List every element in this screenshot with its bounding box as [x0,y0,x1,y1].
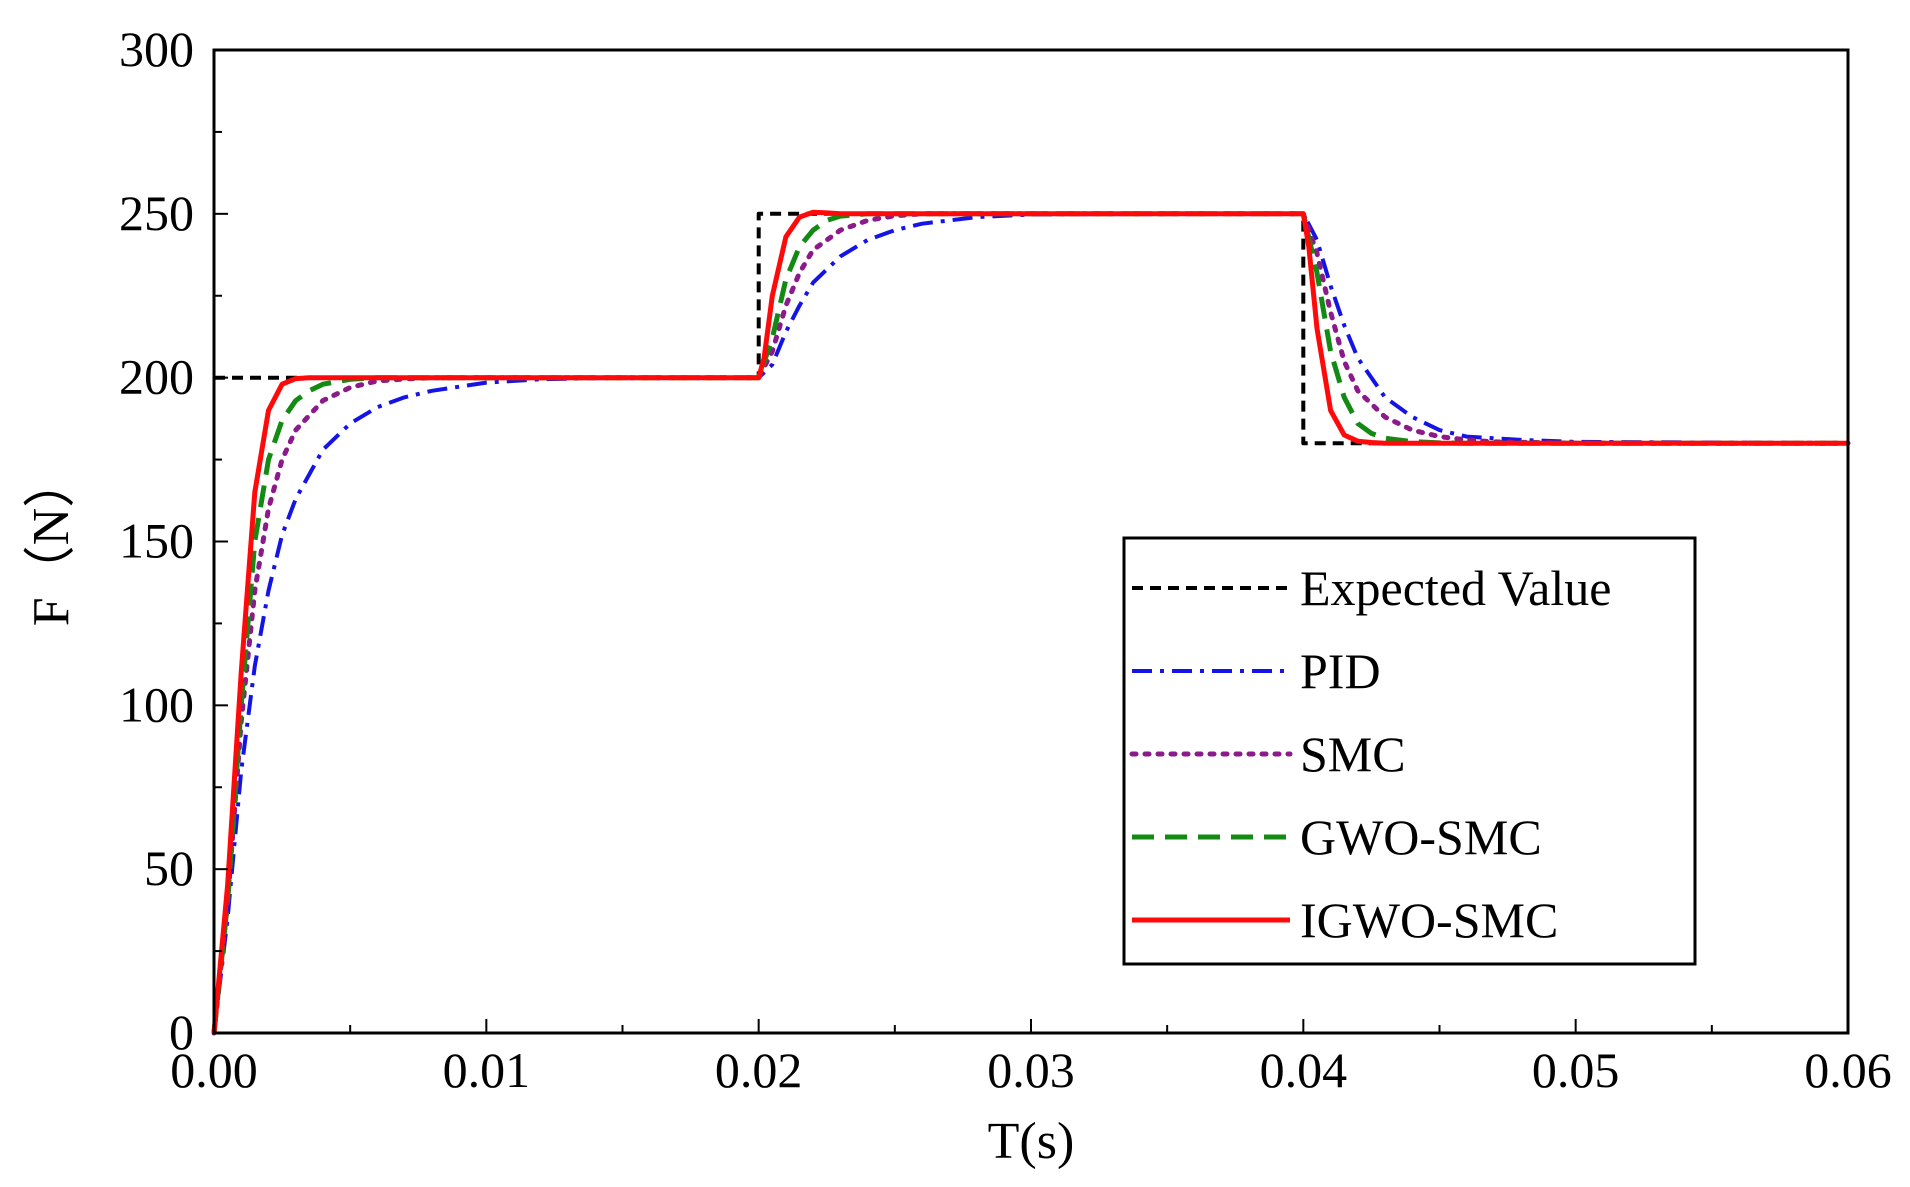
x-tick-label: 0.02 [715,1042,803,1098]
series-line-gwo-smc [211,211,1848,1034]
legend: Expected Value PID SMC GWO-SMC IGWO-SMC [1122,536,1697,966]
series-layer [211,209,1851,1036]
series-line-pid [212,211,1849,1034]
y-tick-label: 200 [119,349,194,405]
x-tick-label: 0.04 [1260,1042,1348,1098]
series-line-igwo-smc [211,209,1848,1034]
legend-label-smc: SMC [1300,726,1406,782]
ticks-layer: 0.00 0.01 0.02 0.03 0.04 0.05 0.06 0 50 100 150 200… [119,21,1892,1098]
legend-label-igwo-smc: IGWO-SMC [1300,892,1558,948]
legend-label-pid: PID [1300,643,1381,699]
y-tick-label: 100 [119,676,194,732]
series-line-smc [211,211,1851,1036]
legend-box [1122,536,1697,966]
x-tick-label: 0.00 [170,1042,258,1098]
x-tick-label: 0.06 [1804,1042,1892,1098]
x-tick-label: 0.05 [1532,1042,1620,1098]
legend-label-gwo-smc: GWO-SMC [1300,809,1542,865]
y-tick-label: 50 [144,840,194,896]
y-axis-title: F（N） [23,456,80,626]
legend-label-expected-value: Expected Value [1300,560,1611,616]
y-tick-label: 250 [119,185,194,241]
x-tick-label: 0.01 [443,1042,531,1098]
y-tick-label: 300 [119,21,194,77]
x-axis-title: T(s) [988,1113,1075,1170]
y-tick-label: 150 [119,513,194,569]
y-tick-label: 0 [169,1004,194,1060]
x-tick-label: 0.03 [987,1042,1075,1098]
